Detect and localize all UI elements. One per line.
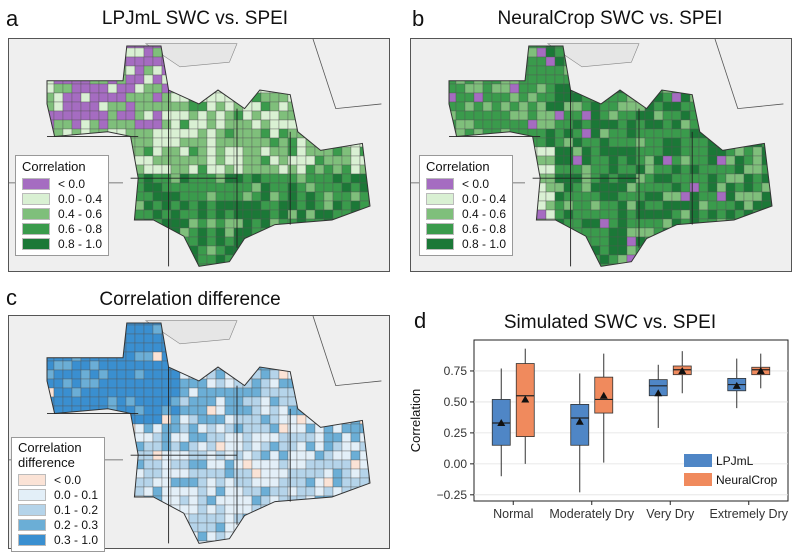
legend-label: < 0.0 [54,472,82,487]
mean-marker [599,391,608,399]
legend-label: 0.4 - 0.6 [462,206,507,221]
box-neuralcrop-2 [672,365,692,376]
mean-marker [521,395,530,403]
legend-label: 0.0 - 0.4 [58,191,103,206]
panel-c-title: Correlation difference [99,289,281,310]
box-lpjml-2 [648,379,668,397]
y-axis-label: Correlation [408,389,423,453]
legend-label: 0.1 - 0.2 [54,502,99,517]
y-tick-label: 0.50 [444,395,468,409]
box-lpjml-3 [727,377,747,392]
legend-title-line1: Correlation [18,440,82,455]
panel-b-title: NeuralCrop SWC vs. SPEI [497,8,723,29]
x-tick-label: Normal [493,507,533,521]
x-tick-label: Extremely Dry [710,507,789,521]
legend-label: 0.6 - 0.8 [462,221,507,236]
box-neuralcrop-0 [515,363,535,437]
legend-swatch [426,177,454,190]
legend-label: 0.3 - 1.0 [54,532,99,547]
legend-swatch [18,518,46,531]
legend-title-line2: difference [18,455,75,470]
legend-swatch [426,222,454,235]
legend-label: 0.0 - 0.4 [462,191,507,206]
mean-marker [678,366,687,374]
legend-swatch [22,177,50,190]
legend-swatch [18,488,46,501]
legend-label: 0.6 - 0.8 [58,221,103,236]
legend-title: Correlation [22,159,86,174]
legend-label: < 0.0 [58,176,86,191]
box-lpjml-0 [491,399,511,446]
plot-area [473,339,789,502]
box-lpjml-1 [570,403,590,446]
legend-swatch [22,222,50,235]
x-tick-label: Very Dry [646,507,695,521]
panel-c-letter: c [6,285,17,310]
panel-d-letter: d [414,308,427,333]
box-neuralcrop-3 [751,366,771,376]
y-tick-label: 0.75 [444,364,468,378]
box-neuralcrop-1 [594,376,614,414]
legend-correlation-b: Correlation < 0.0 0.0 - 0.4 0.4 - 0.6 0.… [419,155,514,256]
panel-a-title: LPJmL SWC vs. SPEI [101,8,289,29]
legend-label: 0.8 - 1.0 [58,236,103,251]
y-tick-label: −0.25 [437,488,468,502]
legend-swatch [18,503,46,516]
legend-label: 0.8 - 1.0 [462,236,507,251]
mean-marker [575,417,584,425]
mean-marker [756,366,765,374]
legend-label: 0.2 - 0.3 [54,517,99,532]
mean-marker [654,389,663,397]
x-tick-label: Moderately Dry [549,507,634,521]
legend-swatch [426,207,454,220]
legend-label: 0.4 - 0.6 [58,206,103,221]
map-canvas [411,39,784,267]
legend-swatch [22,237,50,250]
legend-label-lpjml: LPJmL [716,454,754,468]
panel-b-letter: b [412,6,425,31]
y-tick-label: 0.00 [444,457,468,471]
legend-label: 0.0 - 0.1 [54,487,99,502]
y-tick-label: 0.25 [444,426,468,440]
legend-swatch [22,192,50,205]
legend-correlation-a: Correlation < 0.0 0.0 - 0.4 0.4 - 0.6 0.… [15,155,110,256]
legend-swatch [18,473,46,486]
legend-swatch [22,207,50,220]
legend-swatch [18,533,46,546]
legend-label: < 0.0 [462,176,490,191]
legend-swatch-lpjml [684,454,712,467]
legend-swatch [426,237,454,250]
legend-label-neuralcrop: NeuralCrop [716,473,778,487]
mean-marker [497,418,506,426]
legend-difference: Correlation difference < 0.0 0.0 - 0.1 0… [11,437,106,552]
legend-swatch [426,192,454,205]
mean-marker [732,381,741,389]
legend-swatch-neuralcrop [684,473,712,486]
legend-title: Correlation [426,159,490,174]
panel-d-title: Simulated SWC vs. SPEI [503,312,717,333]
panel-a-letter: a [6,6,19,31]
